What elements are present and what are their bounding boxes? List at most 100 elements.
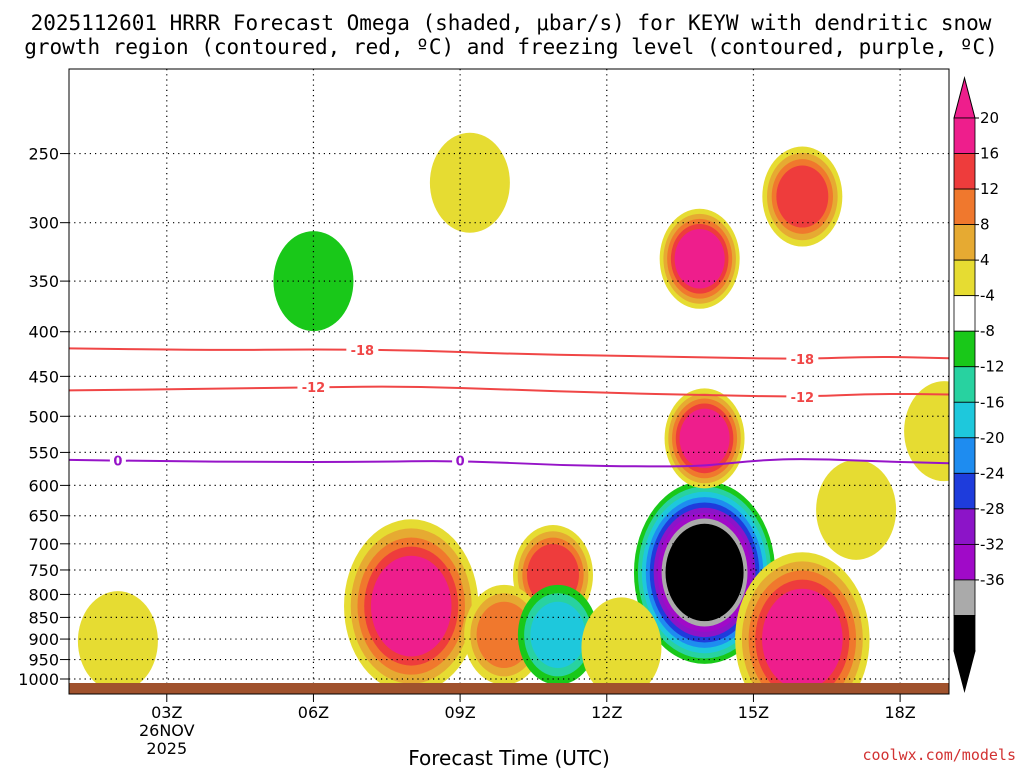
colorbar-swatch-0 (953, 117, 976, 154)
colorbar-swatch-1 (953, 153, 976, 190)
omega-shade-12 (476, 601, 532, 668)
omega-center-3 (659, 208, 740, 309)
colorbar-swatch-11 (953, 508, 976, 545)
colorbar-label-16: 16 (980, 145, 999, 163)
colorbar-swatch-5 (953, 295, 976, 332)
colorbar-label-neg4: -4 (980, 287, 995, 305)
y-tick-label-350: 350 (28, 272, 59, 291)
omega-shade-20 (674, 229, 725, 289)
colorbar-swatch-4 (953, 259, 976, 297)
omega-center-1 (664, 388, 745, 489)
temperature-contours: -18 -18 -12 -12 0 0 (69, 342, 949, 470)
x-tick-label-15Z: 15Z (738, 703, 769, 722)
contour-label-neg18: -18 (351, 344, 375, 359)
colorbar-swatch-13 (953, 579, 976, 616)
y-tick-label-750: 750 (28, 561, 59, 580)
x-tick-label-12Z: 12Z (591, 703, 622, 722)
y-tick-label-850: 850 (28, 608, 59, 627)
contour-label-bg (786, 389, 819, 404)
y-tick-label-500: 500 (28, 407, 59, 426)
y-tick-label-600: 600 (28, 476, 59, 495)
omega-shade- (665, 523, 744, 622)
y-tick-label-250: 250 (28, 145, 59, 164)
colorbar-label-8: 8 (980, 216, 990, 234)
plot-area: -18 -18 -12 -12 0 0 (68, 68, 950, 695)
contour-label-bg (297, 380, 330, 395)
surface-ground-strip (69, 683, 949, 694)
colorbar-label-neg24: -24 (980, 464, 1005, 482)
credit-text: coolwx.com/models (862, 746, 1016, 764)
colorbar-bottom-arrow (953, 650, 976, 693)
x-tick-year-label: 2025 (146, 739, 187, 758)
contour-label-0: 0 (456, 455, 465, 470)
x-tick-date-label: 26NOV (139, 721, 195, 740)
y-tick-label-800: 800 (28, 585, 59, 604)
omega-shade-4 (816, 459, 897, 560)
omega-center-8 (517, 584, 598, 685)
y-tick-label-950: 950 (28, 651, 59, 670)
omega-center-13 (581, 597, 662, 686)
colorbar-label-neg32: -32 (980, 535, 1005, 553)
contour-label-bg (346, 342, 379, 357)
omega-shade-20 (679, 408, 730, 469)
omega-shaded-field (77, 132, 949, 686)
colorbar-label-neg20: -20 (980, 429, 1005, 447)
colorbar-swatch-8 (953, 401, 976, 439)
colorbar-label-neg28: -28 (980, 500, 1005, 518)
colorbar-swatch-12 (953, 544, 976, 581)
contour-label-bg (786, 352, 819, 367)
omega-center-11 (77, 591, 158, 686)
chart-title-line-1: 2025112601 HRRR Forecast Omega (shaded, … (31, 11, 992, 35)
omega-shade-4 (904, 381, 949, 482)
grid-lines (69, 69, 949, 683)
y-tick-label-700: 700 (28, 535, 59, 554)
y-tick-label-450: 450 (28, 367, 59, 386)
omega-colorbar: 20 16 12 8 4 -4 -8 -12 -16 -20 -24 -28 -32 -36 (953, 76, 1005, 693)
x-axis-title: Forecast Time (UTC) (408, 746, 610, 768)
omega-center-14 (904, 381, 949, 482)
chart-title-line-2: growth region (contoured, red, ºC) and f… (24, 35, 998, 59)
x-tick-label-09Z: 09Z (444, 703, 475, 722)
colorbar-label-neg36: -36 (980, 571, 1005, 589)
x-tick-label-06Z: 06Z (298, 703, 329, 722)
contour-label-neg12: -12 (302, 381, 326, 396)
y-tick-label-400: 400 (28, 323, 59, 342)
colorbar-swatch-2 (953, 188, 976, 225)
colorbar-swatch-3 (953, 224, 976, 261)
omega-center-5 (344, 519, 479, 686)
colorbar-label-neg8: -8 (980, 322, 995, 340)
y-tick-label-550: 550 (28, 443, 59, 462)
x-tick-label-03Z: 03Z (151, 703, 182, 722)
omega-center-12 (816, 459, 897, 560)
omega-center-10 (429, 132, 510, 233)
colorbar-swatch-6 (953, 330, 976, 368)
y-tick-label-300: 300 (28, 214, 59, 233)
y-tick-label-1000: 1000 (18, 670, 59, 689)
omega-center-4 (762, 146, 843, 247)
omega-center-2 (735, 552, 870, 686)
contour-label-bg (109, 453, 126, 468)
colorbar-top-arrow (953, 76, 976, 119)
colorbar-label-4: 4 (980, 251, 990, 269)
omega-shade-16 (776, 165, 829, 228)
omega-shade-4 (581, 597, 662, 686)
colorbar-swatch-7 (953, 366, 976, 403)
omega-shade-4 (77, 591, 158, 686)
contour-line-0 (69, 458, 949, 468)
colorbar-label-12: 12 (980, 180, 999, 198)
contour-label-bg (452, 453, 469, 468)
contour-label-neg18: -18 (791, 353, 815, 368)
y-axis-ticks: 250 300 350 400 450 500 550 600 650 700 750 800 850 9… (18, 145, 69, 689)
colorbar-swatch-9 (953, 437, 976, 474)
colorbar-label-neg12: -12 (980, 358, 1005, 376)
omega-shade-20 (370, 555, 452, 657)
y-tick-label-650: 650 (28, 507, 59, 526)
x-tick-label-18Z: 18Z (884, 703, 915, 722)
omega-shade-4 (429, 132, 510, 233)
contour-label-neg12: -12 (791, 391, 815, 406)
colorbar-label-neg16: -16 (980, 393, 1005, 411)
omega-shade-neg16 (530, 601, 586, 668)
omega-shade-20 (762, 588, 843, 686)
